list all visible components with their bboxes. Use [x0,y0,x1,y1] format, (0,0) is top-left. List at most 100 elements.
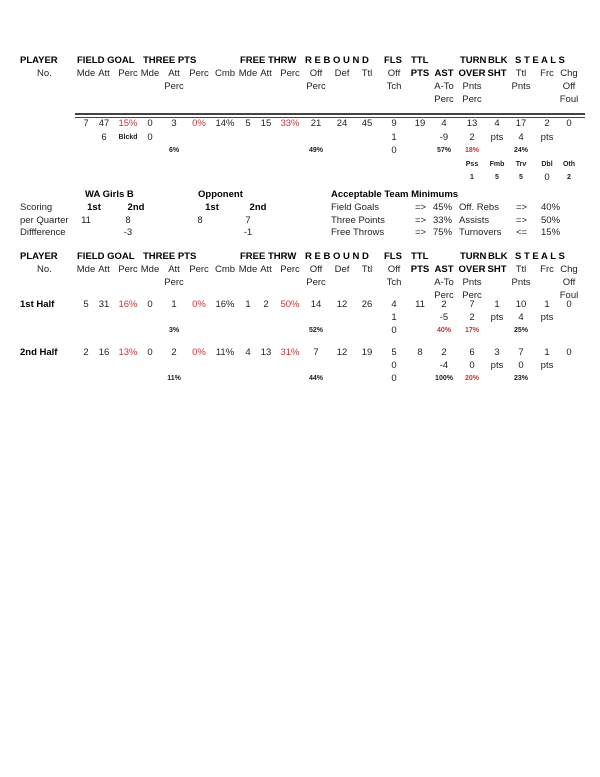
stat-cell: 0 [566,347,572,358]
header-cell: Off [562,277,576,288]
stat-cell: 19 [361,347,373,358]
header-cell: AST [434,68,454,79]
stat-cell: 21 [310,118,322,129]
stat-cell: 23% [513,375,529,382]
header-cell: Perc [306,277,326,288]
stat-cell: 5 [83,299,89,310]
minimum-cell: => [516,214,528,226]
header-cell: Chg [560,264,578,275]
stat-cell: 31 [98,299,110,310]
stat-cell: 13% [118,347,138,358]
header-cell: Frc [540,264,554,275]
team-diff: -3 [123,227,133,238]
header-cell: Pnts [511,277,531,288]
header-cell: Pnts [511,81,531,92]
stat-cell: 1 [470,174,474,181]
minimum-cell: Turnovers [459,227,502,238]
stat-cell: 0 [518,360,524,371]
stat-cell: 52% [308,327,324,334]
period-header: 1st [87,202,101,213]
divider [75,113,585,115]
header-cell: Def [334,68,350,79]
stat-cell: 11% [215,347,235,358]
header-group: THREE PTS [143,55,197,66]
stat-cell: 47 [98,118,110,129]
header-cell: SHT [487,68,507,79]
stat-cell: 13 [466,118,478,129]
header-cell: SHT [487,264,507,275]
header-group: PLAYER [20,55,58,66]
minimum-cell: => [415,202,427,213]
stat-cell: 15% [118,118,138,129]
header-cell: OVER [458,264,486,275]
minimum-cell: 33% [433,214,453,226]
stat-cell: Fmb [489,160,505,168]
header-cell: Cmb [214,68,236,79]
half-label: 2nd Half [20,347,58,358]
stat-cell: 25% [513,327,529,334]
stat-cell: 4 [518,131,524,143]
period-header: 2nd [249,202,267,213]
stat-cell: Pss [465,160,479,168]
stat-cell: 3 [494,347,500,358]
stat-cell: 2 [171,347,177,358]
stat-cell: 6 [469,347,475,358]
stat-cell: pts [490,131,504,143]
header-cell: Perc [118,264,138,275]
stat-cell: pts [540,360,554,371]
header-cell: OVER [458,68,486,79]
header-cell: Mde [76,264,96,275]
stat-cell: 0 [147,118,153,129]
stat-cell: -4 [439,360,449,371]
stat-cell: 3% [168,327,180,334]
header-cell: Att [98,264,110,275]
stat-cell: 49% [308,147,324,154]
header-group: TTL [411,55,429,66]
stat-cell: 4 [518,312,524,323]
stat-cell: 5 [391,347,397,358]
header-cell: Chg [560,68,578,79]
header-group: THREE PTS [143,251,197,262]
stat-cell: 1 [391,312,397,323]
stat-cell: pts [540,131,554,143]
opp-diff: -1 [243,227,253,238]
minimum-cell: 15% [541,227,561,238]
team-q1: 11 [81,214,91,226]
stat-cell: 0 [391,373,397,384]
header-cell: Def [334,264,350,275]
header-group: BLK [488,55,508,66]
stat-cell: 17% [464,327,480,334]
stat-cell: 31% [280,347,300,358]
header-cell: Off [562,81,576,92]
stat-cell: 4 [494,118,500,129]
stat-cell: 4 [441,118,447,129]
scoring-label: Diffference [20,227,66,238]
header-group: FLS [384,251,402,262]
stat-cell: 100% [435,375,453,382]
stat-cell: 57% [436,147,452,154]
stat-cell: 7 [469,299,475,310]
stat-cell: 5 [519,174,523,181]
stat-cell: 1 [494,299,500,310]
stat-cell: -5 [439,312,449,323]
header-cell: Perc [280,264,300,275]
stat-cell: 13 [260,347,272,358]
stat-cell: 5 [245,118,251,129]
stat-cell: 15 [260,118,272,129]
header-group: R E B O U N D [305,55,369,66]
stat-cell: 11 [415,299,425,310]
stat-cell: 16 [98,347,110,358]
stat-cell: 3 [171,118,177,129]
header-cell: Tch [386,81,402,92]
stat-cell: 0 [566,118,572,129]
stat-cell: 2 [83,347,89,358]
header-player-no: No. [37,264,52,275]
minimum-cell: => [516,202,528,213]
stat-cell: 0 [147,299,153,310]
stat-cell: 16% [215,299,235,310]
header-cell: A-To [434,81,454,92]
header-group: R E B O U N D [305,251,369,262]
stat-cell: 11% [167,375,181,382]
stat-cell: 1 [544,347,550,358]
